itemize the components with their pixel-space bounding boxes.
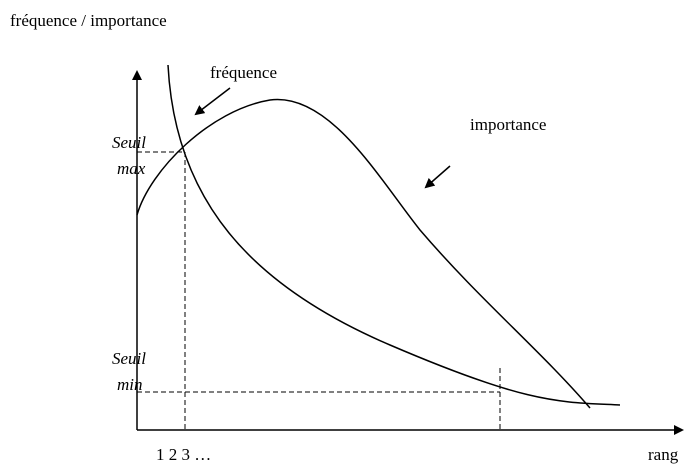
threshold-lines xyxy=(137,151,501,430)
threshold-min-1: Seuil xyxy=(112,349,146,368)
frequency-arrow xyxy=(194,87,231,116)
x-axis-label: rang xyxy=(648,445,679,464)
x-ticks: 1 2 3 … xyxy=(156,445,211,464)
frequency-curve xyxy=(167,64,621,406)
importance-label: importance xyxy=(470,115,546,134)
importance-arrow xyxy=(424,165,451,189)
threshold-max-2: max xyxy=(117,159,146,178)
frequency-label: fréquence xyxy=(210,63,277,82)
threshold-max-1: Seuil xyxy=(112,133,146,152)
threshold-min-2: min xyxy=(117,375,143,394)
axis-title: fréquence / importance xyxy=(10,11,167,30)
importance-curve xyxy=(136,98,591,409)
